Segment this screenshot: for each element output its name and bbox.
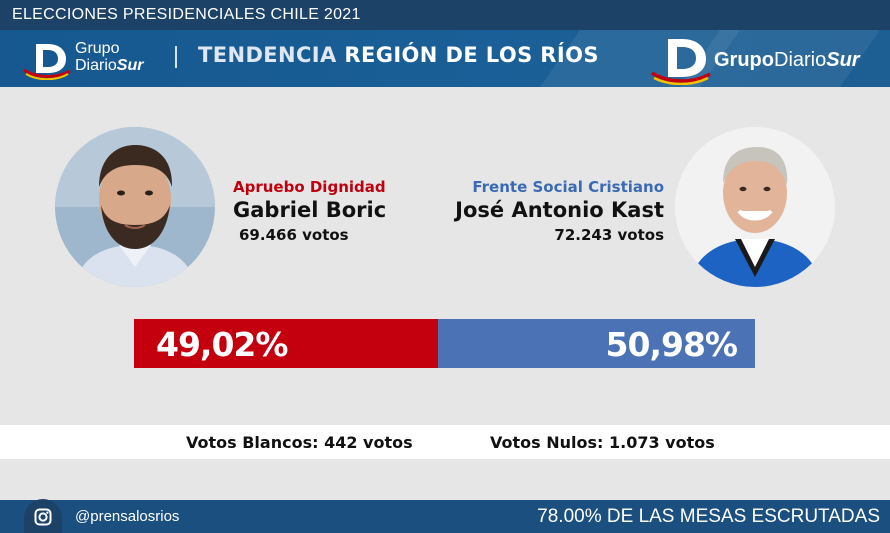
footer-bar: [0, 500, 890, 533]
brand-grupo: Grupo: [714, 49, 774, 71]
null-votes: Votos Nulos: 1.073 votos: [490, 433, 715, 452]
candidate-photo-kast: [675, 127, 835, 287]
brand-name: GrupoDiarioSur: [714, 49, 860, 72]
header-divider: [175, 46, 177, 68]
mesas-escrutadas-status: 78.00% DE LAS MESAS ESCRUTADAS: [537, 506, 880, 527]
instagram-badge: [24, 499, 62, 533]
instagram-handle[interactable]: @prensalosrios: [75, 508, 180, 525]
result-bar-segment-left: 49,02%: [134, 319, 439, 368]
brand-logo: GrupoDiarioSur: [650, 32, 882, 85]
candidate-name-left: Gabriel Boric: [233, 198, 387, 222]
election-title: ELECCIONES PRESIDENCIALES CHILE 2021: [12, 6, 361, 23]
candidate-votes-right: 72.243 votos: [554, 226, 664, 244]
percent-right: 50,98%: [605, 325, 738, 364]
small-logo-sur: Sur: [116, 57, 144, 74]
blank-votes: Votos Blancos: 442 votos: [186, 433, 413, 452]
instagram-icon[interactable]: [34, 508, 52, 526]
party-label-left: Apruebo Dignidad: [233, 178, 386, 196]
grupo-diario-sur-logo-icon: [23, 44, 71, 80]
page-title: TENDENCIA REGIÓN DE LOS RÍOS: [198, 43, 599, 67]
extra-votes-row: Votos Blancos: 442 votos Votos Nulos: 1.…: [0, 425, 890, 459]
small-logo-text-diariosur: DiarioSur: [75, 58, 143, 74]
small-logo-text-grupo: Grupo: [75, 40, 120, 57]
candidate-votes-left: 69.466 votos: [239, 226, 349, 244]
percent-left: 49,02%: [156, 325, 288, 364]
title-region: REGIÓN DE LOS RÍOS: [344, 43, 599, 67]
party-label-right: Frente Social Cristiano: [472, 178, 664, 196]
result-bar: 49,02% 50,98%: [134, 319, 755, 368]
brand-diario: Diario: [774, 49, 827, 71]
top-bar: ELECCIONES PRESIDENCIALES CHILE 2021: [0, 0, 890, 30]
candidate-photo-boric: [55, 127, 215, 287]
small-logo-diario: Diario: [75, 57, 117, 74]
title-tendencia: TENDENCIA: [198, 43, 345, 67]
brand-d-icon: [651, 39, 711, 85]
result-bar-segment-right: 50,98%: [438, 319, 755, 368]
header-banner: Grupo DiarioSur TENDENCIA REGIÓN DE LOS …: [0, 30, 890, 87]
candidate-name-right: José Antonio Kast: [455, 198, 664, 222]
brand-sur: Sur: [826, 49, 860, 71]
